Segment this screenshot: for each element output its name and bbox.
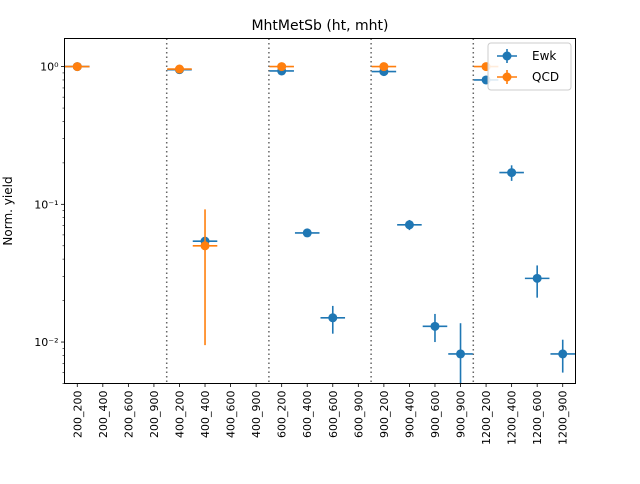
y-tick-label: 10⁻²	[34, 336, 58, 349]
data-point	[532, 273, 542, 283]
data-point	[277, 62, 287, 72]
x-tick-label: 900_600	[429, 391, 442, 439]
x-tick-label: 900_200	[378, 391, 391, 439]
x-tick-label: 900_400	[403, 391, 416, 439]
chart-title: MhtMetSb (ht, mht)	[251, 18, 388, 34]
x-tick-label: 1200_400	[506, 391, 519, 446]
legend-item: QCD	[497, 70, 559, 84]
data-point	[302, 228, 312, 238]
y-axis-label: Norm. yield	[1, 176, 15, 245]
x-tick-label: 1200_900	[557, 391, 570, 446]
x-tick-label: 400_400	[199, 391, 212, 439]
x-tick-label: 600_900	[352, 391, 365, 439]
x-tick-label: 400_600	[225, 391, 238, 439]
x-tick-label: 200_600	[122, 391, 135, 439]
plot-frame	[64, 38, 576, 384]
data-series	[65, 62, 575, 384]
x-tick-label: 200_400	[97, 391, 110, 439]
legend: Ewk QCD	[487, 42, 572, 91]
data-point	[558, 349, 568, 359]
data-point	[72, 62, 82, 72]
y-tick-label: 10⁰	[40, 61, 59, 74]
x-tick-label: 600_600	[327, 391, 340, 439]
x-tick-label: 200_900	[148, 391, 161, 439]
series-ewk	[65, 62, 575, 384]
y-axis: 10⁰ 10⁻¹ 10⁻²	[34, 61, 65, 384]
data-point	[328, 313, 338, 323]
data-point	[379, 62, 389, 72]
series-qcd	[65, 62, 499, 346]
data-point	[404, 220, 414, 230]
x-tick-label: 400_200	[173, 391, 186, 439]
data-point	[456, 349, 466, 359]
x-tick-label: 1200_200	[480, 391, 493, 446]
y-tick-label: 10⁻¹	[34, 198, 58, 211]
data-point	[507, 168, 517, 178]
legend-swatch-marker	[502, 72, 512, 82]
x-tick-label: 200_200	[71, 391, 84, 439]
legend-swatch-marker	[502, 51, 512, 61]
x-tick-label: 900_900	[455, 391, 468, 439]
x-tick-label: 600_200	[276, 391, 289, 439]
legend-label: Ewk	[532, 49, 556, 63]
data-point	[174, 64, 184, 74]
x-tick-label: 600_400	[301, 391, 314, 439]
x-tick-label: 1200_600	[531, 391, 544, 446]
legend-label: QCD	[532, 70, 559, 84]
x-axis: 200_200 200_400 200_600 200_900 400_200 400_4…	[71, 383, 570, 446]
data-point	[200, 241, 210, 251]
category-separators	[165, 38, 475, 384]
legend-item: Ewk	[497, 49, 556, 63]
x-tick-label: 400_900	[250, 391, 263, 439]
data-point	[430, 321, 440, 331]
